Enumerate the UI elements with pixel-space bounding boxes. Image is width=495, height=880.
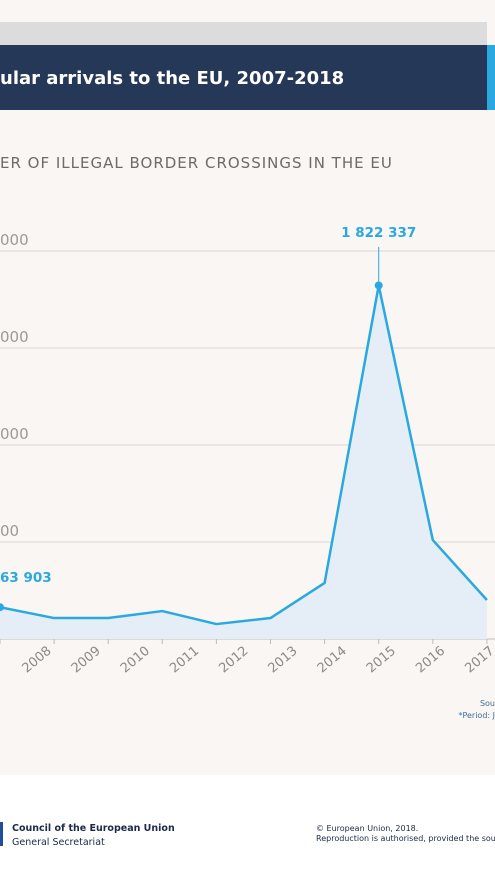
top-strip	[0, 22, 487, 45]
value-label: 1 822 337	[341, 225, 416, 241]
reproduction: Reproduction is authorised, provided the…	[316, 834, 495, 843]
y-tick-label: 000	[0, 425, 29, 443]
org: Council of the European Union	[12, 823, 175, 834]
source: Sou	[480, 699, 495, 708]
background	[0, 0, 495, 775]
logo-bar	[0, 822, 3, 846]
source-note: *Period: J	[458, 711, 495, 720]
accent	[487, 45, 495, 110]
point	[0, 603, 4, 612]
area	[0, 285, 487, 639]
value-label: 63 903	[0, 570, 52, 586]
y-tick-label: 000	[0, 328, 29, 346]
chart-subtitle: ER OF ILLEGAL BORDER CROSSINGS IN THE EU	[0, 154, 393, 172]
org-unit: General Secretariat	[12, 837, 105, 848]
y-tick-label: 00	[0, 522, 19, 540]
copyright: © European Union, 2018.	[316, 824, 418, 833]
line	[0, 284, 488, 626]
title-band	[0, 45, 487, 110]
y-tick-label: 000	[0, 231, 29, 249]
chart-title: ular arrivals to the EU, 2007-2018	[0, 68, 344, 89]
